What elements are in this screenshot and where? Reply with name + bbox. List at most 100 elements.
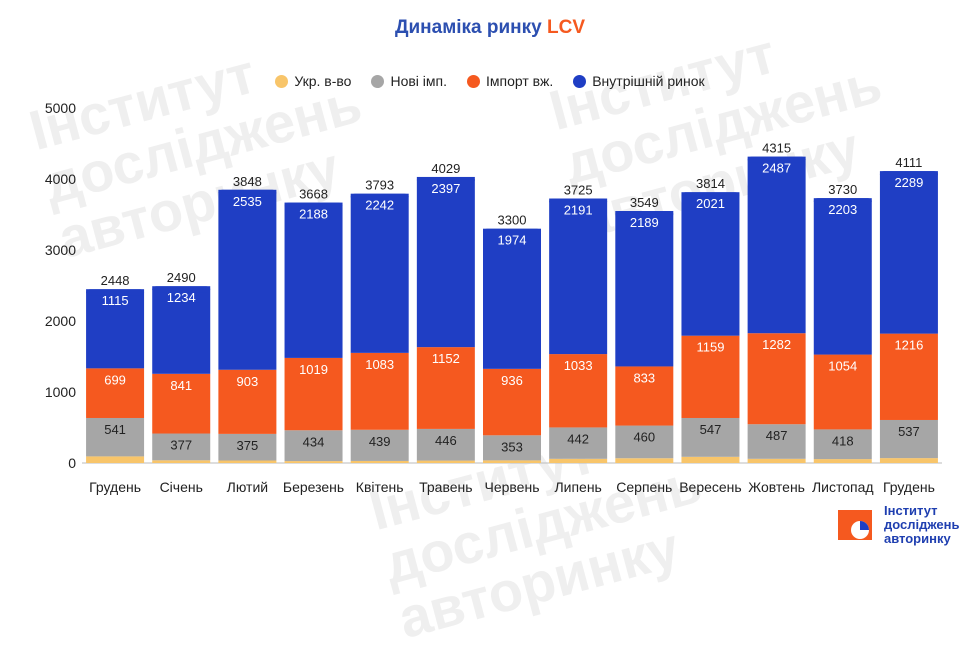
bar-segment-import: [152, 373, 211, 434]
x-tick-label: Жовтень: [748, 479, 805, 495]
bar-cap: [879, 171, 938, 178]
logo-icon: [838, 510, 872, 540]
bar-segment-ukr: [615, 458, 674, 463]
y-tick-label: 3000: [45, 242, 76, 258]
bar-segment-new: [813, 429, 872, 460]
bar-cap: [284, 202, 343, 209]
total-label: 3814: [696, 176, 725, 191]
bar-segment-ukr: [813, 459, 872, 463]
data-label-new: 547: [700, 422, 722, 437]
x-tick-label: Листопад: [812, 479, 874, 495]
bar-segment-new: [284, 430, 343, 462]
total-label: 3549: [630, 195, 659, 210]
legend-label-import: Імпорт вж.: [486, 73, 554, 89]
data-label-import: 1019: [299, 362, 328, 377]
bar-cap: [549, 198, 608, 205]
legend-swatch-domestic: [573, 74, 587, 88]
data-label-import: 903: [237, 374, 259, 389]
data-label-new: 541: [104, 422, 126, 437]
bar-segment-ukr: [681, 456, 740, 463]
data-label-import: 841: [170, 378, 192, 393]
data-label-new: 353: [501, 439, 523, 454]
y-tick-label: 4000: [45, 171, 76, 187]
x-tick-label: Лютий: [227, 479, 268, 495]
data-label-domestic: 1974: [498, 233, 527, 248]
legend-item-ukr: Укр. в-во: [275, 73, 351, 89]
bar-segment-import: [681, 335, 740, 418]
data-label-import: 833: [633, 370, 655, 385]
total-label: 3725: [564, 183, 593, 198]
data-label-new: 377: [170, 438, 192, 453]
y-tick-label: 2000: [45, 313, 76, 329]
total-label: 3668: [299, 187, 328, 202]
data-label-import: 1282: [762, 337, 791, 352]
bar-segment-ukr: [549, 458, 608, 463]
bar-cap: [615, 211, 674, 218]
bar-segment-ukr: [879, 458, 938, 463]
x-tick-label: Квітень: [356, 479, 404, 495]
stacked-bar-chart: 0 1000 2000 3000 4000 5000 541 699 1115 2448 Груде…: [45, 100, 942, 495]
data-label-domestic: 2203: [828, 202, 857, 217]
data-label-import: 1083: [365, 357, 394, 372]
bar-segment-new: [416, 428, 475, 461]
legend-label-domestic: Внутрішній ринок: [592, 73, 705, 89]
legend: Укр. в-во Нові імп. Імпорт вж. Внутрішні…: [0, 73, 980, 89]
bar-segment-new: [747, 424, 806, 459]
total-label: 2448: [101, 273, 130, 288]
bar-cap: [152, 286, 211, 293]
bar-segment-import: [284, 357, 343, 431]
y-tick-label: 1000: [45, 384, 76, 400]
bar-segment-import: [416, 347, 475, 429]
bar-segment-ukr: [284, 461, 343, 463]
total-label: 4111: [895, 155, 922, 170]
data-label-new: 487: [766, 428, 788, 443]
bar-segment-import: [615, 366, 674, 426]
bar-segment-new: [218, 433, 277, 461]
bar-segment-domestic: [350, 193, 409, 353]
x-tick-label: Грудень: [89, 479, 141, 495]
x-tick-label: Вересень: [679, 479, 742, 495]
data-label-new: 537: [898, 424, 920, 439]
bar-segment-ukr: [350, 460, 409, 463]
bar-segment-domestic: [681, 192, 740, 336]
legend-item-domestic: Внутрішній ринок: [573, 73, 705, 89]
bar-segment-new: [549, 427, 608, 459]
x-tick-label: Травень: [419, 479, 472, 495]
bar-segment-new: [483, 435, 541, 461]
data-label-new: 439: [369, 434, 391, 449]
data-label-domestic: 2487: [762, 161, 791, 176]
bar-segment-import: [483, 368, 541, 436]
chart-title: Динаміка ринку LCV: [394, 17, 586, 38]
data-label-import: 699: [104, 372, 126, 387]
x-tick-label: Липень: [554, 479, 601, 495]
data-label-import: 1033: [564, 358, 593, 373]
data-label-domestic: 2189: [630, 215, 659, 230]
bar-segment-domestic: [483, 228, 541, 369]
data-label-import: 936: [501, 373, 523, 388]
data-label-import: 1054: [828, 359, 857, 374]
legend-swatch-import: [467, 74, 481, 88]
bar-segment-ukr: [416, 460, 475, 463]
x-tick-label: Грудень: [883, 479, 935, 495]
bar-cap: [483, 228, 541, 235]
legend-label-ukr: Укр. в-во: [294, 73, 352, 89]
bar-segment-domestic: [152, 286, 211, 374]
bar-segment-domestic: [615, 211, 674, 367]
bar-cap: [350, 193, 409, 200]
data-label-domestic: 2289: [894, 175, 923, 190]
bar-segment-import: [86, 368, 145, 418]
data-label-domestic: 2397: [431, 181, 460, 196]
data-label-domestic: 2188: [299, 207, 328, 222]
data-label-domestic: 2191: [564, 203, 593, 218]
legend-swatch-ukr: [275, 74, 289, 88]
data-label-new: 460: [633, 430, 655, 445]
bar-segment-domestic: [549, 198, 608, 355]
data-label-new: 442: [567, 431, 589, 446]
bar-segment-import: [350, 352, 409, 430]
legend-item-import: Імпорт вж.: [467, 73, 553, 89]
total-label: 3848: [233, 174, 262, 189]
x-tick-label: Серпень: [616, 479, 672, 495]
bar-cap: [416, 176, 475, 183]
bar-cap: [86, 289, 145, 296]
bar-segment-ukr: [152, 460, 211, 463]
